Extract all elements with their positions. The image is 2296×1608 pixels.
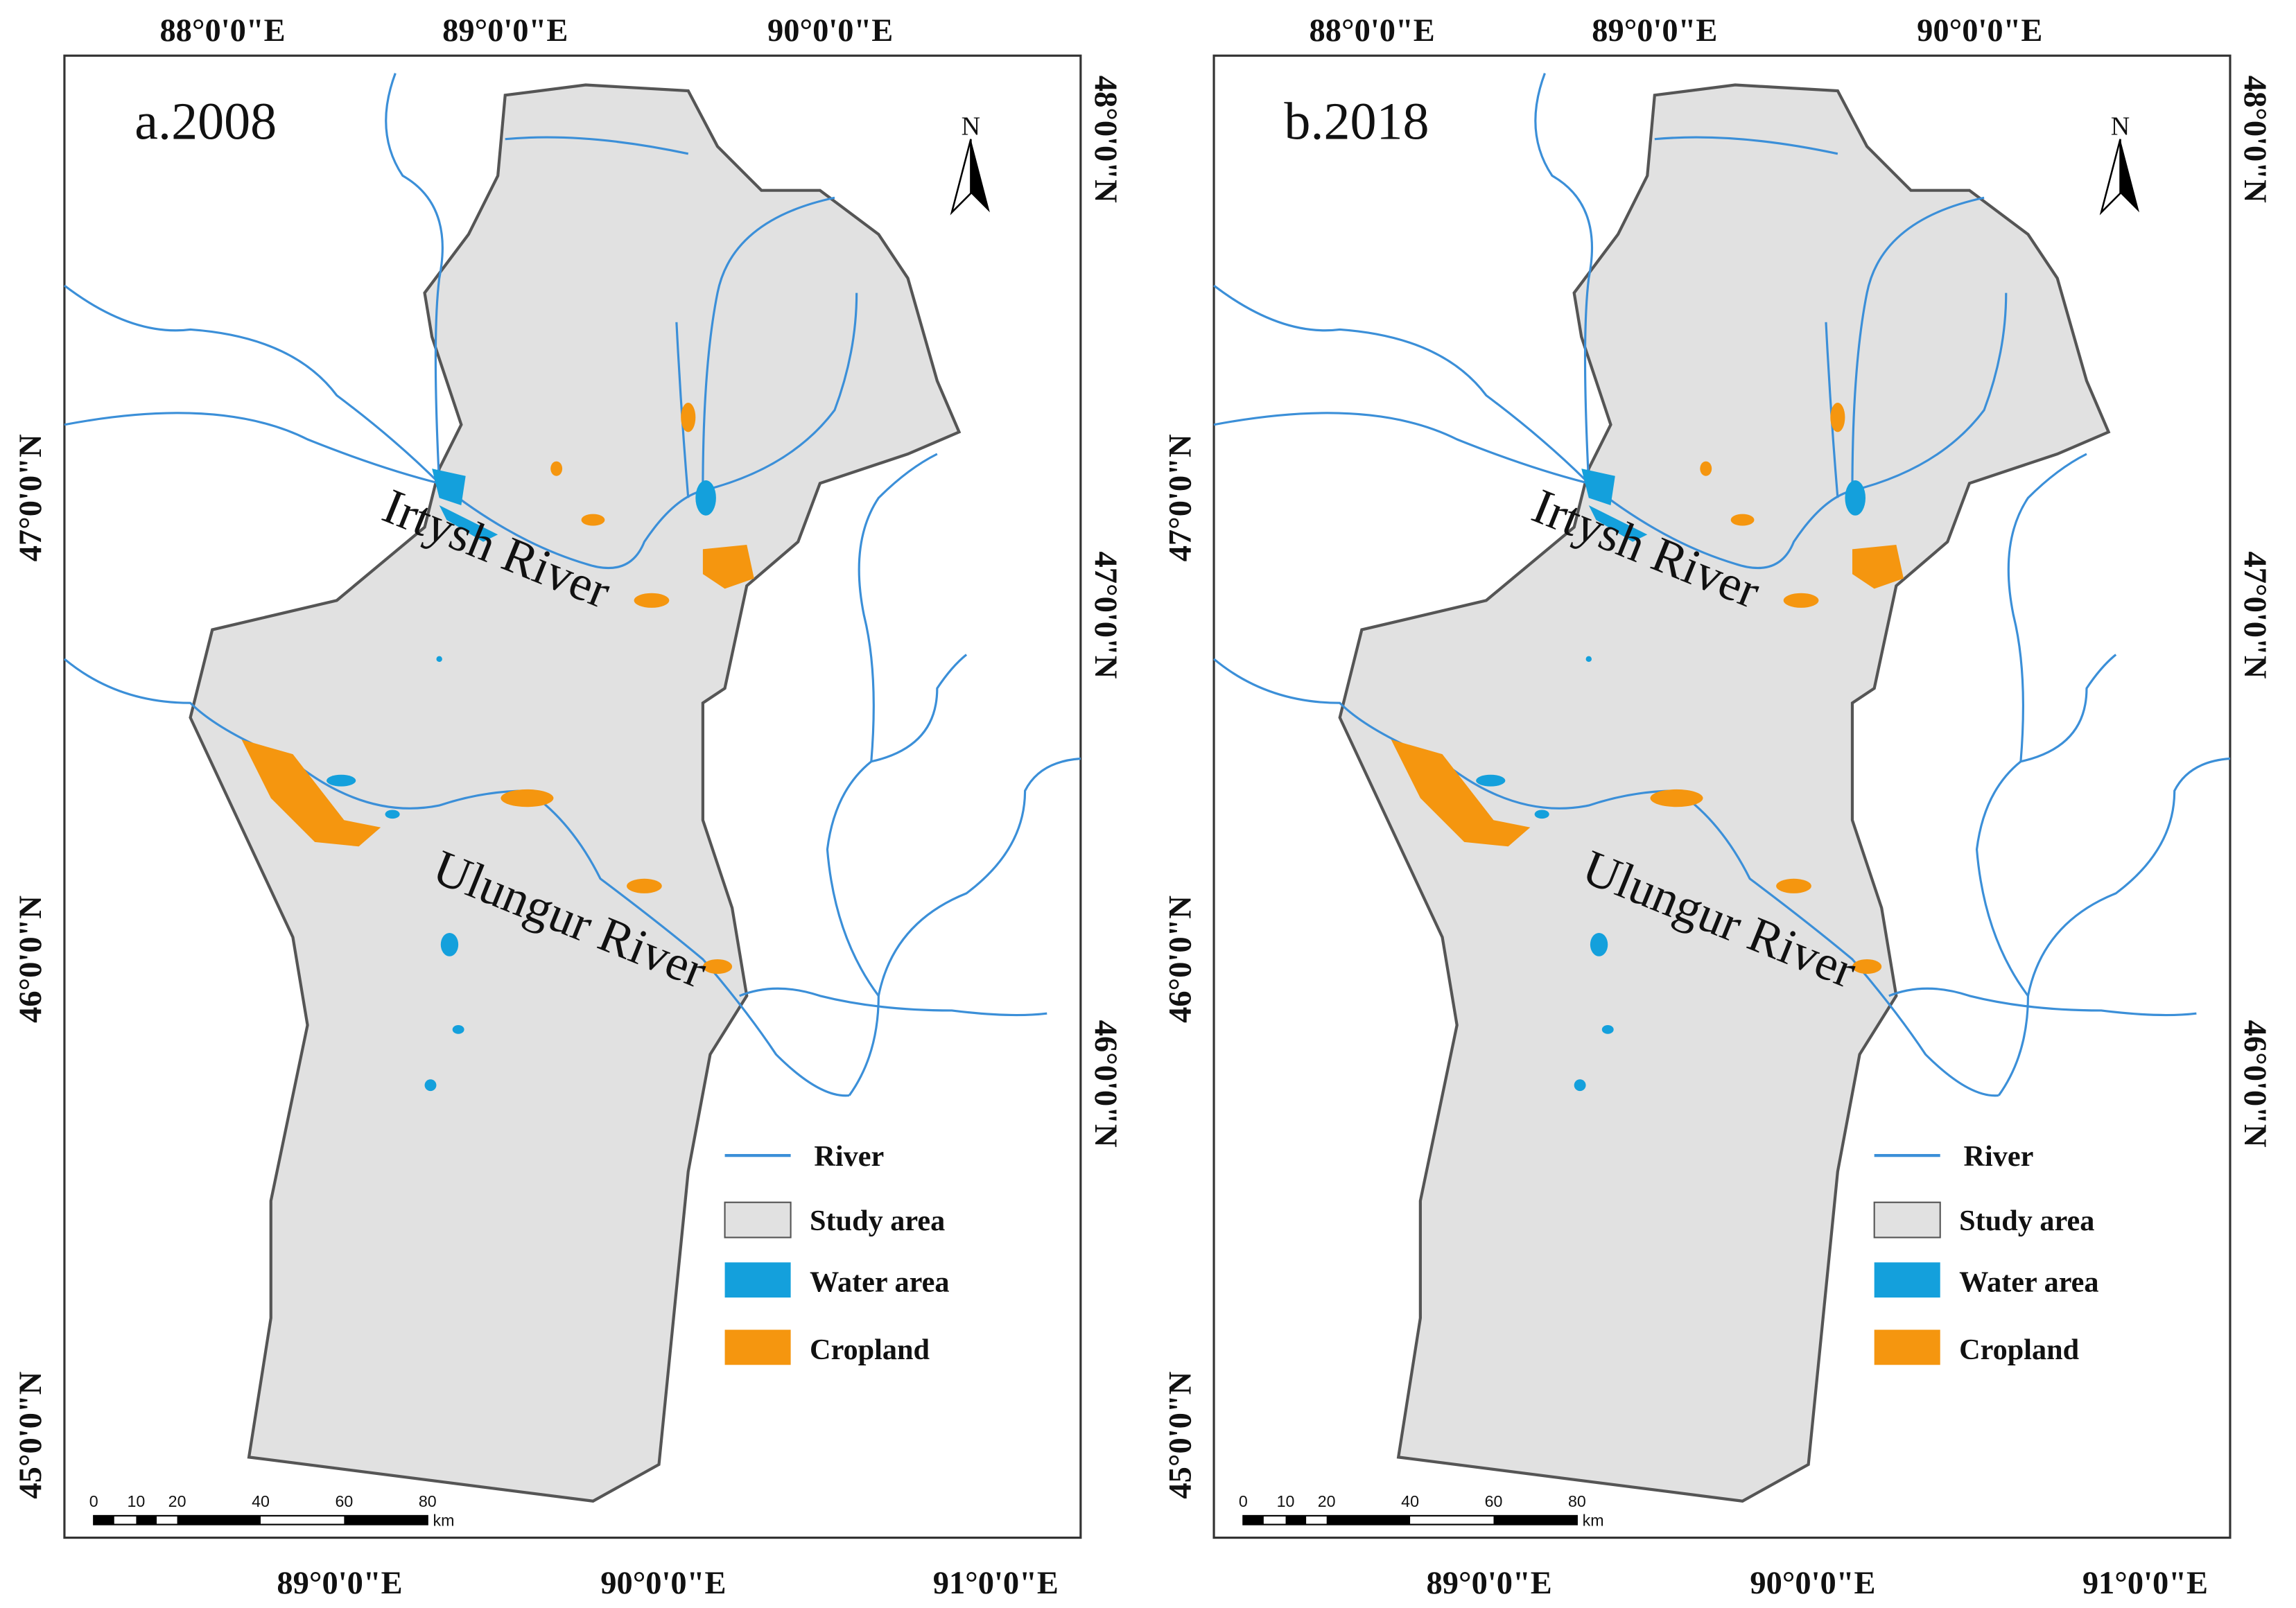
- legend-label: River: [814, 1140, 884, 1173]
- legend-label: Cropland: [810, 1334, 930, 1366]
- legend-label: Water area: [1959, 1266, 2098, 1299]
- bottom-coord-label: 90°0'0"E: [1750, 1566, 1875, 1601]
- panel-title: b.2018: [1284, 93, 1429, 151]
- scale-label: 0: [1239, 1492, 1248, 1510]
- right-coord-label: 46°0'0"N: [2237, 1020, 2272, 1148]
- legend-label: Study area: [1959, 1205, 2094, 1237]
- scale-label: 20: [168, 1492, 186, 1510]
- right-coord-label: 47°0'0"N: [1088, 552, 1123, 679]
- bottom-coord-label: 89°0'0"E: [1427, 1566, 1552, 1601]
- scale-label: 20: [1318, 1492, 1336, 1510]
- bottom-coord-label: 91°0'0"E: [2082, 1566, 2208, 1601]
- right-coord-label: 48°0'0"N: [2237, 76, 2272, 203]
- top-coord-label: 88°0'0"E: [159, 13, 285, 49]
- map-base: [64, 55, 1081, 1537]
- legend-label: Water area: [810, 1266, 949, 1299]
- left-coord-label: 47°0'0"N: [1163, 434, 1198, 561]
- top-coord-label: 89°0'0"E: [1592, 13, 1717, 49]
- left-coord-label: 47°0'0"N: [13, 434, 49, 561]
- top-coord-label: 90°0'0"E: [767, 13, 893, 49]
- scale-label: 80: [419, 1492, 437, 1510]
- bottom-coord-label: 90°0'0"E: [600, 1566, 726, 1601]
- scale-label: 10: [1277, 1492, 1295, 1510]
- scale-label: 60: [335, 1492, 353, 1510]
- top-coord-label: 90°0'0"E: [1917, 13, 2042, 49]
- left-coord-label: 46°0'0"N: [13, 895, 49, 1023]
- bottom-coord-label: 89°0'0"E: [277, 1566, 402, 1601]
- map-base: [1214, 55, 2230, 1537]
- right-coord-label: 47°0'0"N: [2237, 552, 2272, 679]
- scale-label: 40: [252, 1492, 270, 1510]
- right-coord-label: 48°0'0"N: [1088, 76, 1123, 203]
- legend-label: Cropland: [1959, 1334, 2079, 1366]
- scale-label: km: [1583, 1512, 1604, 1530]
- legend-label: Study area: [810, 1205, 945, 1237]
- left-coord-label: 46°0'0"N: [1163, 895, 1198, 1023]
- left-coord-label: 45°0'0"N: [13, 1372, 49, 1499]
- panel-title: a.2008: [134, 93, 277, 151]
- scale-label: 40: [1401, 1492, 1419, 1510]
- scale-label: 0: [89, 1492, 98, 1510]
- north-label: N: [962, 112, 980, 141]
- scale-label: 10: [128, 1492, 146, 1510]
- scale-label: 60: [1485, 1492, 1503, 1510]
- right-coord-label: 46°0'0"N: [1088, 1020, 1123, 1148]
- top-coord-label: 89°0'0"E: [442, 13, 568, 49]
- scale-label: 80: [1568, 1492, 1586, 1510]
- bottom-coord-label: 91°0'0"E: [933, 1566, 1059, 1601]
- map-panel: a.2008 88°0'0"E 89°0'0"E 90°0'0"E 89°0'0"E 90…: [13, 13, 1123, 1601]
- scale-label: km: [433, 1512, 455, 1530]
- top-coord-label: 88°0'0"E: [1310, 13, 1435, 49]
- legend-label: River: [1964, 1140, 2034, 1173]
- map-panel: b.2018 88°0'0"E 89°0'0"E 90°0'0"E 89°0'0"E 90…: [1163, 13, 2272, 1601]
- north-label: N: [2111, 112, 2130, 141]
- left-coord-label: 45°0'0"N: [1163, 1372, 1198, 1499]
